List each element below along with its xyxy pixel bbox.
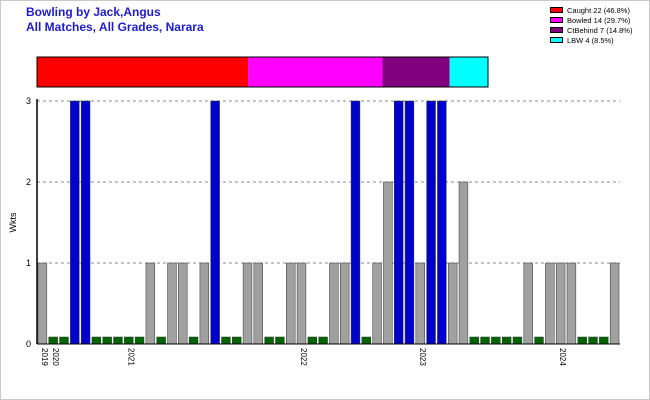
wicket-bar (124, 336, 134, 345)
wicket-bar (534, 336, 544, 345)
wicket-bar (296, 262, 307, 345)
wicket-bar (329, 262, 339, 345)
legend-item-caught: Caught 22 (46.8%) (550, 5, 632, 15)
wicket-bar (232, 336, 242, 345)
y-tick-label: 1 (26, 258, 31, 268)
stacked-bar-outline (36, 56, 489, 88)
wicket-bar (588, 336, 598, 345)
wicket-bar (480, 336, 490, 345)
x-year-label: 2023 (418, 348, 427, 366)
wicket-bar (566, 262, 577, 345)
wicket-bar (307, 336, 317, 345)
legend-item-ctbehind: CtBehind 7 (14.8%) (550, 25, 632, 35)
legend-item-lbw: LBW 4 (8.5%) (550, 35, 632, 45)
legend-item-bowled: Bowled 14 (29.7%) (550, 15, 632, 25)
wicket-bar (404, 100, 415, 345)
wicket-bar (102, 336, 112, 345)
wicket-bar (383, 181, 393, 345)
wicket-bar (48, 336, 58, 345)
chart-title: Bowling by Jack,Angus (26, 5, 161, 19)
wicket-bar (350, 100, 361, 345)
wicket-bar (426, 100, 436, 345)
wicket-bar (91, 336, 102, 345)
wicket-bar (523, 262, 533, 345)
x-year-label: 2021 (126, 348, 135, 366)
x-year-label: 2022 (299, 348, 308, 366)
wicket-bar (221, 336, 231, 345)
wicket-bar (210, 100, 220, 345)
wicket-bar (501, 336, 512, 345)
stacked-segment-ctbehind (382, 57, 450, 87)
wicket-bar (199, 262, 210, 345)
wicket-bar (555, 262, 566, 345)
wicket-bar (469, 336, 479, 345)
wicket-bar (156, 336, 166, 345)
wicket-bar (178, 262, 188, 345)
x-year-label: 2019 (40, 348, 49, 366)
x-year-label: 2020 (51, 348, 60, 366)
wicket-bar (393, 100, 404, 345)
wicket-bar (113, 336, 123, 345)
y-tick-label: 3 (26, 96, 31, 106)
wicket-bar (253, 262, 264, 345)
y-tick-label: 2 (26, 177, 31, 187)
x-year-label: 2024 (558, 348, 567, 366)
y-axis-label: Wkts (8, 212, 18, 232)
legend-label-ctbehind: CtBehind 7 (14.8%) (567, 25, 633, 35)
wicket-bar (609, 262, 620, 345)
wicket-bar (437, 100, 447, 345)
wicket-bar (415, 262, 425, 345)
chart-subtitle: All Matches, All Grades, Narara (26, 20, 204, 34)
legend-swatch-lbw (550, 37, 563, 43)
y-tick-label: 0 (26, 339, 31, 349)
wicket-bar (340, 262, 350, 345)
wicket-bar (264, 336, 274, 345)
wicket-bar (80, 100, 91, 345)
wicket-bar (59, 336, 69, 345)
wicket-bar (70, 100, 80, 345)
wicket-bar (286, 262, 296, 345)
legend-label-lbw: LBW 4 (8.5%) (567, 35, 614, 45)
wicket-bar (37, 262, 48, 345)
legend-swatch-ctbehind (550, 27, 563, 33)
legend-label-caught: Caught 22 (46.8%) (567, 5, 630, 15)
legend-swatch-bowled (550, 17, 563, 23)
wicket-bar (491, 336, 501, 345)
legend: Caught 22 (46.8%) Bowled 14 (29.7%) CtBe… (550, 5, 632, 45)
wicket-bar (145, 262, 156, 345)
wicket-bar (275, 336, 285, 345)
wicket-bar (188, 336, 199, 345)
wicket-bar (242, 262, 253, 345)
wicket-bar (361, 336, 371, 345)
wicket-bar (512, 336, 523, 345)
wicket-bar (599, 336, 609, 345)
stacked-segment-lbw (449, 57, 488, 87)
wicket-bar (458, 181, 469, 345)
stacked-segment-bowled (248, 57, 383, 87)
legend-swatch-caught (550, 7, 563, 13)
wicket-bar (372, 262, 382, 345)
wicket-bar (545, 262, 555, 345)
legend-label-bowled: Bowled 14 (29.7%) (567, 15, 631, 25)
wicket-bar (577, 336, 587, 345)
wicket-bar (318, 336, 328, 345)
stacked-segment-caught (37, 57, 249, 87)
wicket-bar (134, 336, 145, 345)
wicket-bar (447, 262, 458, 345)
wicket-bar (167, 262, 177, 345)
